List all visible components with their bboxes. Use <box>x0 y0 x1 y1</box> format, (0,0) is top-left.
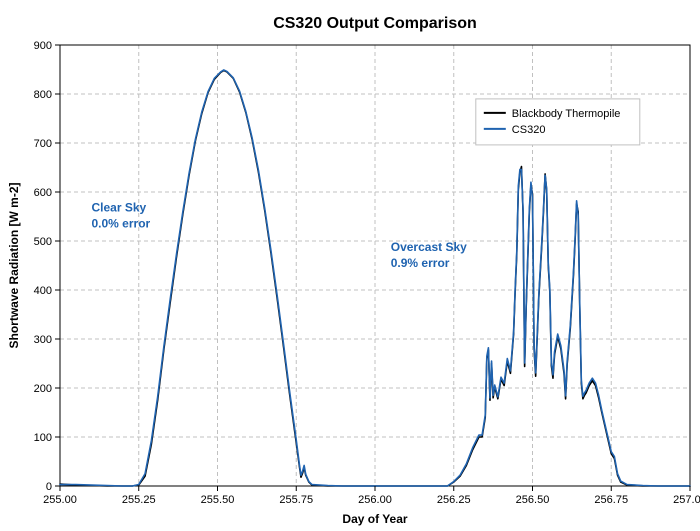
annotation-text: 0.9% error <box>391 256 450 270</box>
y-tick-label: 700 <box>34 138 52 150</box>
y-tick-label: 600 <box>34 187 52 199</box>
chart-svg: 255.00 255.25 255.50 255.75 256.00 256.25 256.… <box>0 0 700 531</box>
chart-container: 255.00 255.25 255.50 255.75 256.00 256.25 256.… <box>0 0 700 531</box>
legend-label: CS320 <box>512 124 546 136</box>
y-tick-label: 400 <box>34 285 52 297</box>
y-tick-label: 900 <box>34 40 52 52</box>
x-tick-label: 256.00 <box>358 494 392 506</box>
y-tick-label: 100 <box>34 432 52 444</box>
x-tick-label: 257.00 <box>673 494 700 506</box>
chart-title: CS320 Output Comparison <box>273 15 477 32</box>
y-tick-label: 200 <box>34 383 52 395</box>
annotation-text: Clear Sky <box>92 201 147 215</box>
x-tick-label: 255.00 <box>43 494 77 506</box>
chart-background <box>0 0 700 531</box>
x-tick-label: 256.25 <box>437 494 471 506</box>
x-tick-label: 256.75 <box>594 494 628 506</box>
x-tick-label: 255.50 <box>201 494 235 506</box>
y-tick-label: 800 <box>34 89 52 101</box>
y-axis-title: Shortwave Radiation [W m-2] <box>7 182 21 348</box>
x-axis-title: Day of Year <box>342 512 407 526</box>
annotation-text: Overcast Sky <box>391 240 467 254</box>
y-tick-label: 0 <box>46 481 52 493</box>
y-tick-label: 300 <box>34 334 52 346</box>
x-tick-label: 255.25 <box>122 494 156 506</box>
legend-box <box>476 99 640 145</box>
x-tick-label: 256.50 <box>516 494 550 506</box>
y-tick-label: 500 <box>34 236 52 248</box>
x-tick-label: 255.75 <box>279 494 313 506</box>
annotation-text: 0.0% error <box>92 217 151 231</box>
legend-label: Blackbody Thermopile <box>512 108 621 120</box>
